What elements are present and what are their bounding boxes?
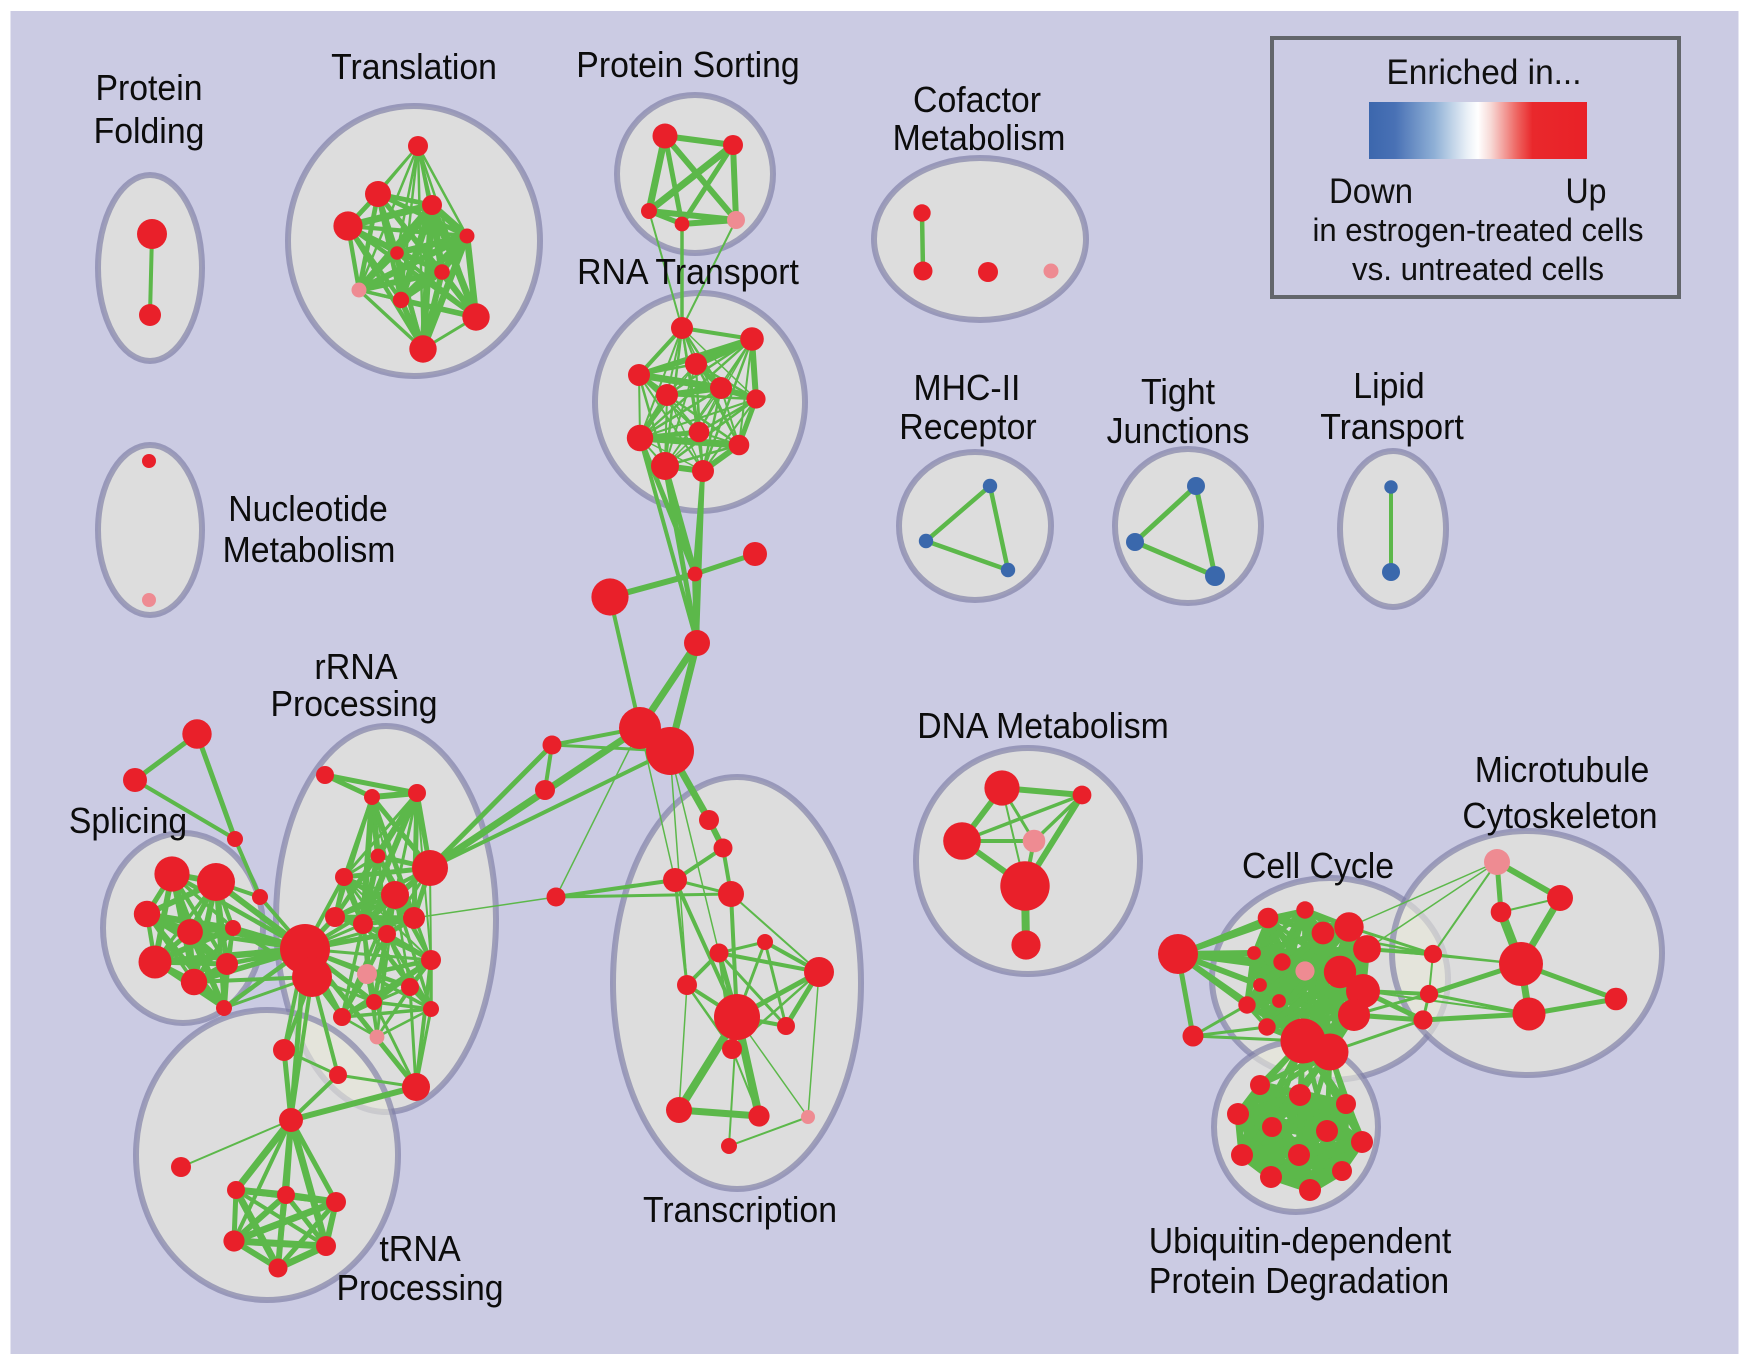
svg-text:Down: Down bbox=[1329, 172, 1413, 211]
svg-text:tRNA: tRNA bbox=[379, 1228, 460, 1269]
svg-text:Processing: Processing bbox=[337, 1267, 504, 1308]
svg-text:Protein Sorting: Protein Sorting bbox=[576, 44, 799, 85]
svg-text:Lipid: Lipid bbox=[1353, 365, 1424, 406]
svg-text:Nucleotide: Nucleotide bbox=[228, 488, 388, 529]
svg-text:Cell Cycle: Cell Cycle bbox=[1242, 845, 1394, 886]
svg-text:Microtubule: Microtubule bbox=[1475, 749, 1650, 790]
svg-text:Cofactor: Cofactor bbox=[913, 79, 1041, 120]
svg-text:Folding: Folding bbox=[94, 110, 205, 151]
svg-text:Transcription: Transcription bbox=[643, 1189, 837, 1230]
svg-text:MHC-II: MHC-II bbox=[914, 367, 1021, 408]
svg-text:Up: Up bbox=[1566, 172, 1607, 211]
svg-text:in estrogen-treated cells: in estrogen-treated cells bbox=[1313, 212, 1644, 248]
svg-text:Protein Degradation: Protein Degradation bbox=[1149, 1260, 1449, 1301]
svg-text:RNA Transport: RNA Transport bbox=[577, 251, 799, 292]
svg-text:Processing: Processing bbox=[271, 683, 438, 724]
svg-text:Junctions: Junctions bbox=[1107, 410, 1250, 451]
svg-text:Cytoskeleton: Cytoskeleton bbox=[1462, 795, 1657, 836]
svg-text:Enriched in...: Enriched in... bbox=[1387, 53, 1582, 92]
svg-text:rRNA: rRNA bbox=[314, 646, 397, 687]
svg-text:Tight: Tight bbox=[1141, 371, 1215, 412]
svg-text:Metabolism: Metabolism bbox=[893, 117, 1066, 158]
svg-text:Ubiquitin-dependent: Ubiquitin-dependent bbox=[1149, 1220, 1452, 1261]
svg-text:Translation: Translation bbox=[331, 46, 497, 87]
svg-text:Splicing: Splicing bbox=[69, 800, 187, 841]
svg-text:Protein: Protein bbox=[96, 67, 203, 108]
svg-text:Receptor: Receptor bbox=[899, 406, 1036, 447]
svg-text:Metabolism: Metabolism bbox=[223, 529, 396, 570]
svg-text:DNA Metabolism: DNA Metabolism bbox=[917, 705, 1169, 746]
svg-text:Transport: Transport bbox=[1320, 406, 1464, 447]
svg-text:vs. untreated cells: vs. untreated cells bbox=[1352, 251, 1604, 287]
